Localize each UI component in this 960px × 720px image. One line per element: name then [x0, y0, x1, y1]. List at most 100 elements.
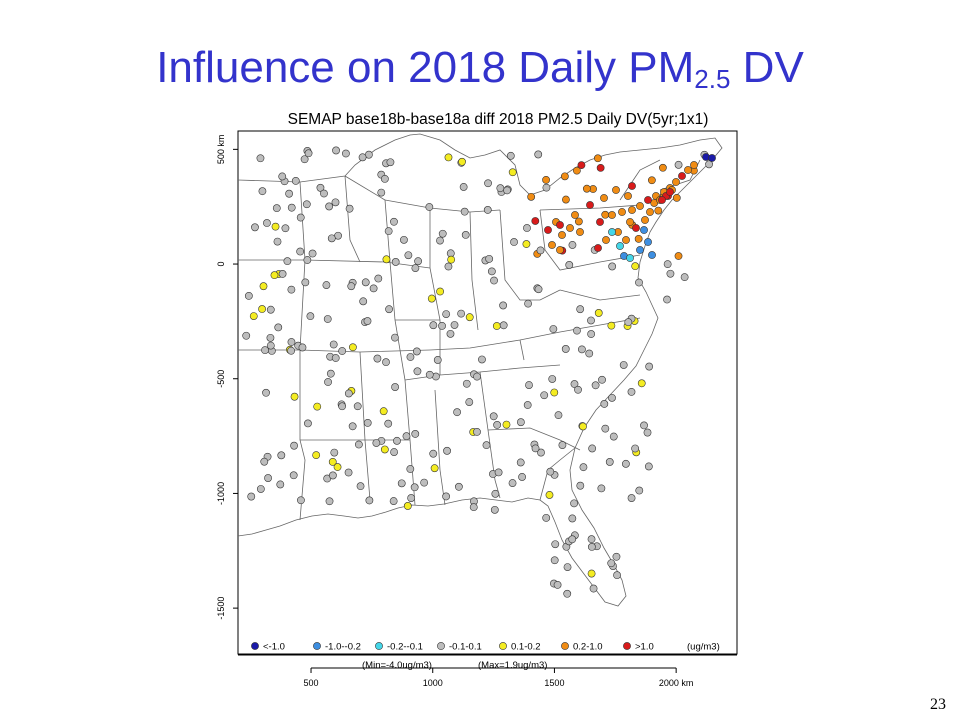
state-line [238, 317, 641, 353]
station-point [608, 228, 616, 236]
station-point [413, 367, 422, 376]
legend-swatch-3 [437, 642, 445, 650]
station-point [556, 246, 564, 254]
monitor-stations [242, 146, 716, 598]
station-point [589, 584, 598, 593]
station-point [540, 391, 549, 400]
station-point [442, 492, 450, 501]
station-point [523, 224, 531, 232]
station-point [624, 192, 632, 200]
station-point [503, 186, 512, 195]
state-line [238, 259, 431, 269]
station-point [322, 281, 331, 289]
station-point [326, 369, 335, 378]
legend-max-label: (Max=1.9ug/m3) [478, 660, 547, 671]
legend-label-2: -0.2--0.1 [387, 642, 423, 653]
station-point [658, 196, 666, 204]
map-frame [237, 130, 738, 655]
page-number: 23 [930, 696, 946, 713]
station-point [414, 257, 423, 266]
station-point [522, 240, 531, 248]
station-point [516, 418, 525, 427]
station-point [438, 229, 447, 238]
station-point [457, 309, 466, 318]
station-point [446, 329, 455, 338]
legend-swatch-2 [375, 642, 383, 650]
station-point [644, 462, 653, 471]
station-point [534, 150, 543, 159]
station-point [344, 468, 353, 477]
station-point [420, 478, 429, 487]
legend-swatch-0 [251, 642, 259, 650]
station-point [608, 262, 617, 271]
station-point [585, 349, 594, 358]
station-point [332, 146, 340, 155]
legend-label-4: 0.1-0.2 [511, 642, 541, 653]
station-point [534, 285, 543, 294]
station-point [553, 580, 562, 589]
station-point [325, 202, 334, 211]
station-point [608, 393, 616, 402]
station-point [690, 161, 698, 169]
station-point [244, 291, 253, 300]
station-point [612, 552, 621, 561]
station-point [386, 158, 395, 167]
station-point [572, 166, 581, 175]
station-point [587, 542, 596, 551]
station-point [602, 236, 610, 244]
station-point [410, 483, 419, 492]
station-point [644, 238, 652, 246]
station-point [384, 419, 393, 428]
station-point [550, 388, 559, 397]
station-point [313, 402, 322, 411]
state-line [344, 175, 386, 201]
station-point [297, 496, 305, 505]
station-point [379, 407, 388, 416]
station-point [622, 236, 630, 244]
station-point [563, 589, 572, 598]
station-point [303, 256, 312, 264]
station-point [380, 174, 389, 183]
station-point [558, 441, 567, 449]
station-point [619, 361, 628, 369]
station-point [506, 151, 515, 160]
station-point [425, 203, 434, 211]
station-point [544, 226, 552, 234]
station-point [285, 189, 294, 198]
station-point [587, 569, 596, 578]
station-point [508, 168, 517, 177]
legend-label-1: -1.0--0.2 [325, 642, 361, 653]
station-point [645, 362, 654, 371]
state-line [539, 204, 641, 211]
station-point [461, 230, 470, 239]
station-point [663, 295, 671, 304]
station-point [344, 389, 353, 398]
station-point [438, 321, 446, 330]
station-point [301, 278, 310, 287]
station-point [454, 482, 463, 491]
state-line [499, 209, 561, 301]
y-tick-label-2: -500 [216, 370, 226, 388]
station-point [348, 422, 357, 431]
station-point [363, 418, 372, 427]
station-point [329, 340, 338, 349]
station-point [354, 440, 363, 449]
station-point [302, 200, 311, 209]
station-point [640, 421, 648, 430]
station-point [487, 267, 496, 276]
station-point [338, 402, 347, 411]
station-point [571, 211, 579, 219]
station-point [406, 465, 415, 473]
station-point [600, 194, 608, 202]
x-tick-label-0: 500 [304, 678, 319, 688]
station-point [281, 224, 290, 233]
station-point [631, 262, 640, 271]
station-point [588, 444, 597, 453]
station-point [380, 445, 389, 454]
station-point [353, 402, 362, 411]
station-point [499, 321, 508, 330]
station-point [550, 556, 559, 565]
station-point [404, 251, 413, 260]
station-point [247, 492, 256, 501]
